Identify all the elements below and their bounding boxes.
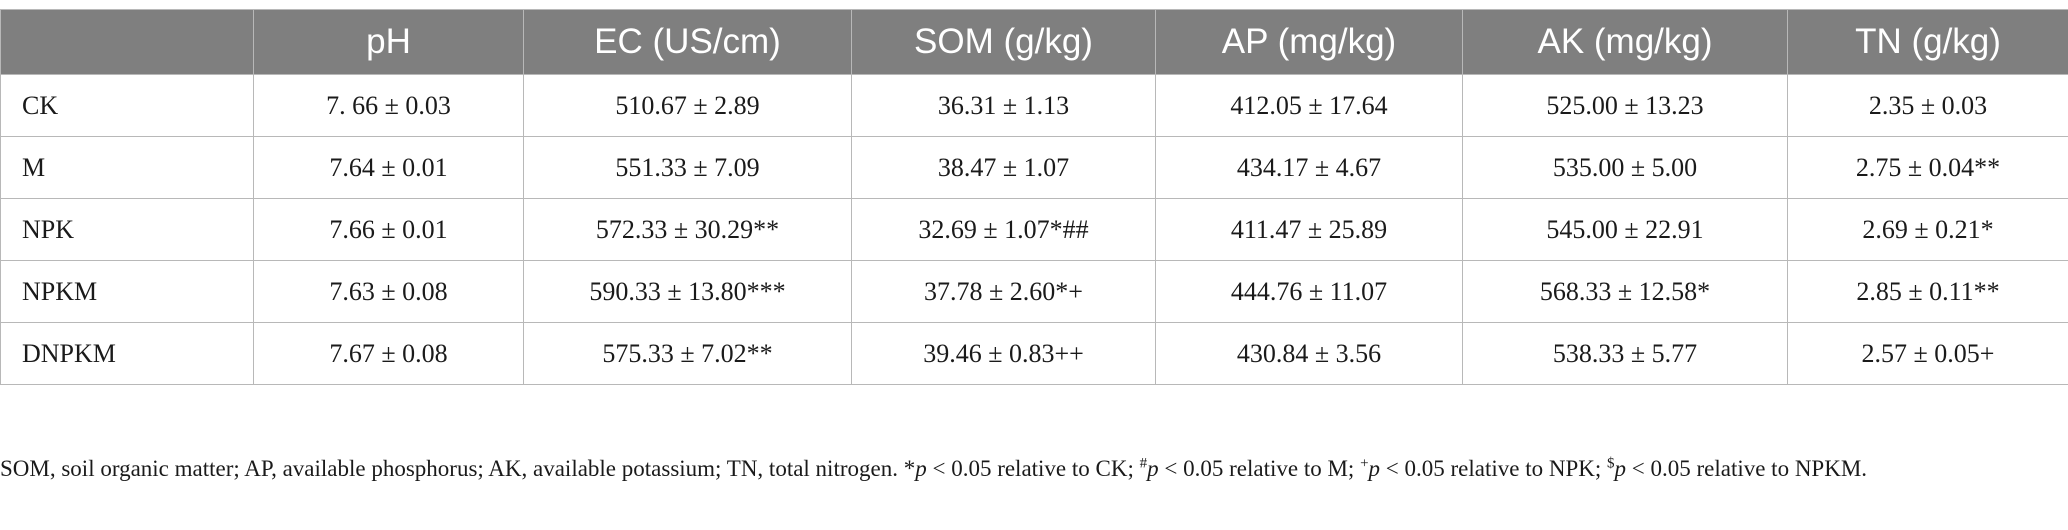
footnote-abbreviations: SOM, soil organic matter; AP, available … <box>0 456 898 481</box>
footnote-sig-text-2: < 0.05 relative to M; <box>1158 456 1361 481</box>
header-cell-som: SOM (g/kg) <box>851 9 1156 75</box>
cell-tn: 2.35 ± 0.03 <box>1787 74 2068 137</box>
row-label: M <box>0 136 254 199</box>
cell-tn: 2.85 ± 0.11** <box>1787 260 2068 323</box>
cell-ec: 510.67 ± 2.89 <box>523 74 852 137</box>
row-label: DNPKM <box>0 322 254 385</box>
row-label: NPK <box>0 198 254 261</box>
cell-ap: 430.84 ± 3.56 <box>1155 322 1463 385</box>
cell-ak: 525.00 ± 13.23 <box>1462 74 1788 137</box>
header-cell-ec: EC (US/cm) <box>523 9 852 75</box>
cell-ak: 568.33 ± 12.58* <box>1462 260 1788 323</box>
soil-properties-table: pH EC (US/cm) SOM (g/kg) AP (mg/kg) AK (… <box>0 9 2068 385</box>
cell-som: 38.47 ± 1.07 <box>851 136 1156 199</box>
header-cell-ap: AP (mg/kg) <box>1155 9 1463 75</box>
footnote-sig-text-1: < 0.05 relative to CK; <box>926 456 1140 481</box>
footnote-sig-symbol-3: + <box>1360 455 1369 472</box>
table-header-row: pH EC (US/cm) SOM (g/kg) AP (mg/kg) AK (… <box>0 9 2068 75</box>
footnote-p-variable-4: p <box>1614 456 1627 481</box>
header-cell-treatment <box>0 9 254 75</box>
table-container: pH EC (US/cm) SOM (g/kg) AP (mg/kg) AK (… <box>0 9 2068 385</box>
footnote-p-variable-1: p <box>915 456 927 481</box>
cell-tn: 2.75 ± 0.04** <box>1787 136 2068 199</box>
table-footnote: SOM, soil organic matter; AP, available … <box>0 452 2050 485</box>
row-label: NPKM <box>0 260 254 323</box>
cell-ec: 590.33 ± 13.80*** <box>523 260 852 323</box>
header-cell-ph: pH <box>253 9 524 75</box>
cell-ak: 535.00 ± 5.00 <box>1462 136 1788 199</box>
cell-ak: 545.00 ± 22.91 <box>1462 198 1788 261</box>
cell-tn: 2.69 ± 0.21* <box>1787 198 2068 261</box>
footnote-p-variable-2: p <box>1147 456 1159 481</box>
cell-ph: 7.66 ± 0.01 <box>253 198 524 261</box>
cell-som: 32.69 ± 1.07*## <box>851 198 1156 261</box>
table-row: NPK 7.66 ± 0.01 572.33 ± 30.29** 32.69 ± 1.… <box>0 198 2068 261</box>
cell-ap: 444.76 ± 11.07 <box>1155 260 1463 323</box>
table-row: M 7.64 ± 0.01 551.33 ± 7.09 38.47 ± 1.07 434… <box>0 136 2068 199</box>
footnote-p-variable-3: p <box>1368 456 1381 481</box>
table-body: CK 7. 66 ± 0.03 510.67 ± 2.89 36.31 ± 1.13 4… <box>0 74 2068 385</box>
footnote-sig-text-3: < 0.05 relative to NPK; <box>1380 456 1607 481</box>
table-row: NPKM 7.63 ± 0.08 590.33 ± 13.80*** 37.78 ± … <box>0 260 2068 323</box>
footnote-sig-symbol-2: # <box>1139 455 1148 472</box>
cell-som: 36.31 ± 1.13 <box>851 74 1156 137</box>
cell-ec: 551.33 ± 7.09 <box>523 136 852 199</box>
cell-som: 37.78 ± 2.60*+ <box>851 260 1156 323</box>
cell-ap: 411.47 ± 25.89 <box>1155 198 1463 261</box>
table-row: DNPKM 7.67 ± 0.08 575.33 ± 7.02** 39.46 ± 0… <box>0 322 2068 385</box>
cell-ph: 7.64 ± 0.01 <box>253 136 524 199</box>
cell-ec: 572.33 ± 30.29** <box>523 198 852 261</box>
cell-ph: 7.67 ± 0.08 <box>253 322 524 385</box>
cell-ap: 412.05 ± 17.64 <box>1155 74 1463 137</box>
cell-ap: 434.17 ± 4.67 <box>1155 136 1463 199</box>
cell-ph: 7.63 ± 0.08 <box>253 260 524 323</box>
cell-som: 39.46 ± 0.83++ <box>851 322 1156 385</box>
footnote-sig-symbol-4: $ <box>1607 455 1615 472</box>
table-row: CK 7. 66 ± 0.03 510.67 ± 2.89 36.31 ± 1.13 4… <box>0 74 2068 137</box>
row-label: CK <box>0 74 254 137</box>
header-cell-tn: TN (g/kg) <box>1787 9 2068 75</box>
footnote-sig-symbol-1: * <box>903 456 916 481</box>
cell-tn: 2.57 ± 0.05+ <box>1787 322 2068 385</box>
cell-ph: 7. 66 ± 0.03 <box>253 74 524 137</box>
cell-ak: 538.33 ± 5.77 <box>1462 322 1788 385</box>
cell-ec: 575.33 ± 7.02** <box>523 322 852 385</box>
footnote-sig-text-4: < 0.05 relative to NPKM. <box>1626 456 1868 481</box>
header-cell-ak: AK (mg/kg) <box>1462 9 1788 75</box>
